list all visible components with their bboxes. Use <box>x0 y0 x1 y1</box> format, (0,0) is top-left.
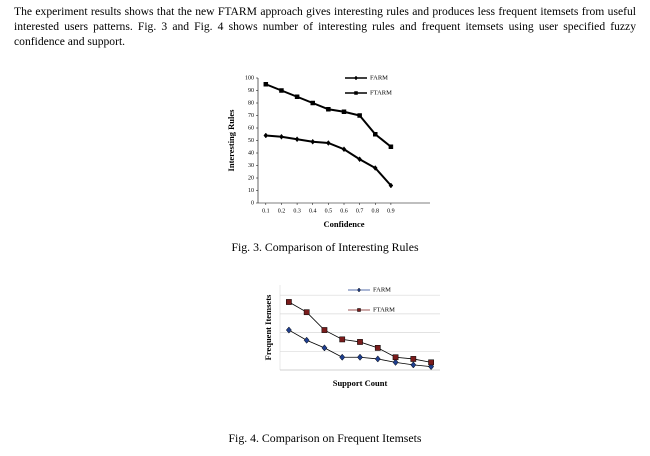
legend-label: FTARM <box>370 89 392 96</box>
point <box>357 287 361 293</box>
point <box>263 132 269 139</box>
y-tick-label: 100 <box>245 75 254 81</box>
point <box>326 107 331 112</box>
point <box>410 361 417 369</box>
caption: Fig. 3. Comparison of Interesting Rules <box>231 240 419 254</box>
y-tick-label: 10 <box>248 188 254 194</box>
y-tick-label: 50 <box>248 138 254 144</box>
point <box>392 358 399 366</box>
point <box>279 133 284 140</box>
y-tick-label: 80 <box>248 100 254 106</box>
y-tick-label: 90 <box>248 88 254 94</box>
point <box>339 353 346 361</box>
point <box>341 146 347 153</box>
point <box>357 353 363 361</box>
point <box>294 136 300 143</box>
point <box>339 336 346 343</box>
point <box>372 165 378 171</box>
paragraph: The experiment results shows that the ne… <box>14 5 636 48</box>
y-tick-label: 60 <box>248 125 254 131</box>
point <box>357 308 361 312</box>
point <box>263 82 269 87</box>
y-axis-label: Frequent Itemsets <box>263 294 273 360</box>
series-line <box>288 329 432 367</box>
legend-label: FTARM <box>373 306 395 313</box>
x-tick-label: 0.4 <box>309 208 317 214</box>
x-tick-label: 0.9 <box>387 208 395 214</box>
point <box>303 336 310 344</box>
x-axis-label: Support Count <box>333 378 388 388</box>
point <box>321 344 328 352</box>
y-tick-label: 40 <box>248 150 254 156</box>
point <box>303 309 310 316</box>
point <box>279 88 284 93</box>
point <box>286 299 292 305</box>
chart: 0 10 20 30 40 50 60 70 80 90 100 0.1 0.2 0.3 0.4 0.5 0.6… <box>226 74 430 229</box>
y-tick-label: 30 <box>248 163 254 169</box>
point <box>326 140 331 146</box>
point <box>392 354 399 361</box>
x-tick-label: 0.6 <box>340 208 348 214</box>
x-tick-label: 0.3 <box>293 208 301 214</box>
legend-label: FARM <box>370 74 388 81</box>
point <box>410 356 417 362</box>
chart: Support Count Frequent Itemsets FARM FTARM <box>263 285 440 388</box>
point <box>294 94 300 99</box>
x-axis-label: Confidence <box>323 219 364 229</box>
point <box>357 156 362 163</box>
point <box>357 113 362 118</box>
x-tick-label: 0.7 <box>356 208 364 214</box>
point <box>428 359 434 366</box>
x-tick-label: 0.2 <box>278 208 286 214</box>
y-tick-label: 70 <box>248 113 254 119</box>
x-tick-label: 0.8 <box>372 208 380 214</box>
y-axis-label: Interesting Rules <box>226 109 236 172</box>
y-tick-label: 0 <box>251 200 254 206</box>
point <box>388 182 394 189</box>
point <box>285 326 292 334</box>
point <box>373 132 378 137</box>
caption: Fig. 4. Comparison on Frequent Itemsets <box>228 431 422 445</box>
y-tick-label: 20 <box>248 175 254 181</box>
point <box>310 100 315 106</box>
x-tick-label: 0.1 <box>262 208 270 214</box>
point <box>357 339 363 345</box>
point <box>354 75 358 81</box>
point <box>321 327 328 333</box>
point <box>354 91 358 95</box>
legend-label: FARM <box>373 286 391 293</box>
point <box>310 138 316 145</box>
point <box>374 355 381 363</box>
point <box>374 345 381 351</box>
x-tick-label: 0.5 <box>325 208 333 214</box>
point <box>341 109 347 114</box>
point <box>388 144 394 149</box>
